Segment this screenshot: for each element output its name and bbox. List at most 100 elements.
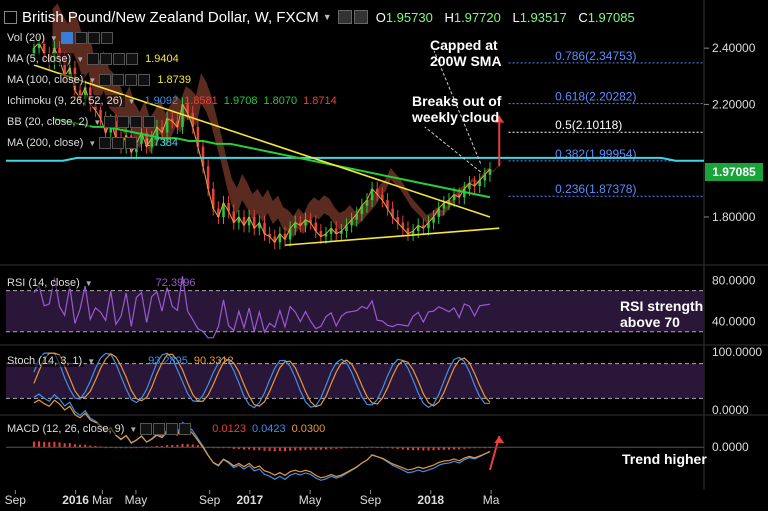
candle-body bbox=[273, 236, 277, 243]
candle-body bbox=[463, 188, 466, 198]
macd-histogram-bar bbox=[345, 447, 348, 449]
indicator-bb[interactable]: BB (20, close, 2) ▼ bbox=[5, 116, 156, 128]
indicator-stoch[interactable]: Stoch (14, 3, 1) ▼ 93.2895 90.3312 bbox=[5, 355, 234, 367]
macd-histogram-bar bbox=[453, 447, 456, 450]
fib-label: 0.5(2.10118) bbox=[555, 118, 622, 132]
candle-body bbox=[457, 194, 461, 198]
close-icon[interactable] bbox=[353, 10, 368, 24]
macd-histogram-bar bbox=[58, 442, 61, 448]
candle-body bbox=[468, 183, 471, 189]
vol-label: Vol (20) bbox=[5, 32, 47, 44]
macd-histogram-bar bbox=[166, 445, 169, 448]
more-icon[interactable] bbox=[143, 116, 156, 128]
settings-icon[interactable] bbox=[99, 74, 112, 86]
close-icon[interactable] bbox=[117, 116, 130, 128]
close-value: 1.97085 bbox=[587, 9, 635, 25]
more-icon[interactable] bbox=[125, 137, 138, 149]
price-tick-label: 2.40000 bbox=[712, 41, 756, 55]
candle-body bbox=[360, 205, 364, 215]
note-trend-line1: Trend higher bbox=[622, 451, 707, 467]
more-icon[interactable] bbox=[126, 53, 139, 65]
stoch-d-value: 90.3312 bbox=[193, 355, 234, 367]
candle-body bbox=[365, 200, 369, 206]
note-rsi: RSI strength above 70 bbox=[620, 298, 703, 330]
close-icon[interactable] bbox=[153, 423, 166, 435]
close-icon[interactable] bbox=[100, 53, 113, 65]
macd-value: 0.0423 bbox=[251, 423, 286, 435]
chevron-down-icon[interactable]: ▼ bbox=[88, 138, 97, 148]
macd-histogram-bar bbox=[406, 447, 409, 450]
chevron-down-icon[interactable]: ▼ bbox=[322, 12, 332, 22]
indicator-macd[interactable]: MACD (12, 26, close, 9) ▼ 0.0123 0.0423 … bbox=[5, 423, 325, 435]
more-icon[interactable] bbox=[138, 74, 151, 86]
last-price-tag: 1.97085 bbox=[705, 163, 763, 181]
settings-icon[interactable] bbox=[337, 10, 352, 24]
candle-body bbox=[211, 188, 215, 209]
macd-histogram-bar bbox=[73, 444, 76, 448]
time-tick-label: 2017 bbox=[236, 493, 263, 507]
chevron-down-icon[interactable]: ▼ bbox=[84, 278, 93, 288]
settings-icon[interactable] bbox=[74, 32, 87, 44]
stoch-k-value: 93.2895 bbox=[148, 355, 188, 367]
collapse-icon[interactable] bbox=[4, 10, 17, 24]
indicator-rsi[interactable]: RSI (14, close) ▼ 72.3996 bbox=[5, 277, 195, 289]
close-icon[interactable] bbox=[87, 32, 100, 44]
indicator-ma100[interactable]: MA (100, close) ▼ 1.8739 bbox=[5, 74, 191, 86]
chevron-down-icon[interactable]: ▼ bbox=[129, 424, 138, 434]
macd-histogram-bar bbox=[391, 447, 394, 449]
macd-histogram-bar bbox=[181, 443, 184, 448]
settings-icon[interactable] bbox=[140, 423, 153, 435]
rsi-value: 72.3996 bbox=[155, 277, 196, 289]
ichimoku-value-2: 1.8581 bbox=[184, 95, 218, 107]
more-icon[interactable] bbox=[179, 423, 192, 435]
settings-icon[interactable] bbox=[87, 53, 100, 65]
visibility-icon[interactable] bbox=[60, 32, 73, 44]
symbol-title[interactable]: British Pound/New Zealand Dollar, W, FXC… bbox=[22, 8, 319, 26]
chevron-down-icon[interactable]: ▼ bbox=[87, 356, 96, 366]
macd-histogram-bar bbox=[422, 447, 425, 451]
macd-histogram-bar bbox=[447, 447, 450, 450]
indicator-ma200[interactable]: MA (200, close) ▼ 1.7384 bbox=[5, 137, 178, 149]
chevron-down-icon[interactable]: ▼ bbox=[88, 75, 97, 85]
more-icon[interactable] bbox=[100, 32, 113, 44]
rsi-label: RSI (14, close) bbox=[5, 277, 82, 289]
indicator-ichimoku[interactable]: Ichimoku (9, 26, 52, 26) ▼ 1.9092 1.8581… bbox=[5, 95, 337, 107]
chevron-down-icon[interactable]: ▼ bbox=[76, 54, 85, 64]
more-icon[interactable] bbox=[130, 116, 143, 128]
settings-icon[interactable] bbox=[99, 137, 112, 149]
indicator-ma5[interactable]: MA (5, close) ▼ 1.9404 bbox=[5, 53, 179, 65]
close-icon[interactable] bbox=[112, 137, 125, 149]
candle-body bbox=[42, 42, 46, 54]
time-tick-label: Mar bbox=[92, 493, 113, 507]
settings-icon[interactable] bbox=[104, 116, 117, 128]
candle-body bbox=[32, 48, 36, 54]
trendline-up bbox=[285, 227, 500, 246]
macd-histogram-bar bbox=[335, 447, 338, 449]
macd-histogram-bar bbox=[427, 447, 430, 451]
candle-body bbox=[258, 222, 261, 229]
more-icon[interactable] bbox=[125, 74, 138, 86]
macd-signal-value: 0.0300 bbox=[291, 423, 326, 435]
more-icon[interactable] bbox=[113, 53, 126, 65]
candle-body bbox=[442, 202, 446, 209]
macd-histogram-bar bbox=[248, 447, 251, 450]
macd-hist-value: 0.0123 bbox=[212, 423, 246, 435]
macd-histogram-bar bbox=[396, 447, 399, 450]
chevron-down-icon[interactable]: ▼ bbox=[49, 33, 58, 43]
indicator-vol[interactable]: Vol (20) ▼ bbox=[5, 32, 114, 44]
chevron-down-icon[interactable]: ▼ bbox=[93, 117, 102, 127]
note-breaks: Breaks out of weekly cloud bbox=[412, 93, 501, 125]
time-tick-label: Ma bbox=[483, 493, 500, 507]
note-capped: Capped at 200W SMA bbox=[430, 37, 502, 69]
more-icon[interactable] bbox=[166, 423, 179, 435]
macd-histogram-bar bbox=[283, 447, 286, 452]
candle-body bbox=[345, 225, 348, 232]
ichimoku-label: Ichimoku (9, 26, 52, 26) bbox=[5, 95, 125, 107]
candle-body bbox=[140, 132, 143, 144]
close-icon[interactable] bbox=[112, 74, 125, 86]
candle-body bbox=[340, 231, 343, 234]
note-breaks-line2: weekly cloud bbox=[412, 109, 500, 125]
macd-signal-line bbox=[33, 399, 491, 479]
chevron-down-icon[interactable]: ▼ bbox=[127, 96, 136, 106]
